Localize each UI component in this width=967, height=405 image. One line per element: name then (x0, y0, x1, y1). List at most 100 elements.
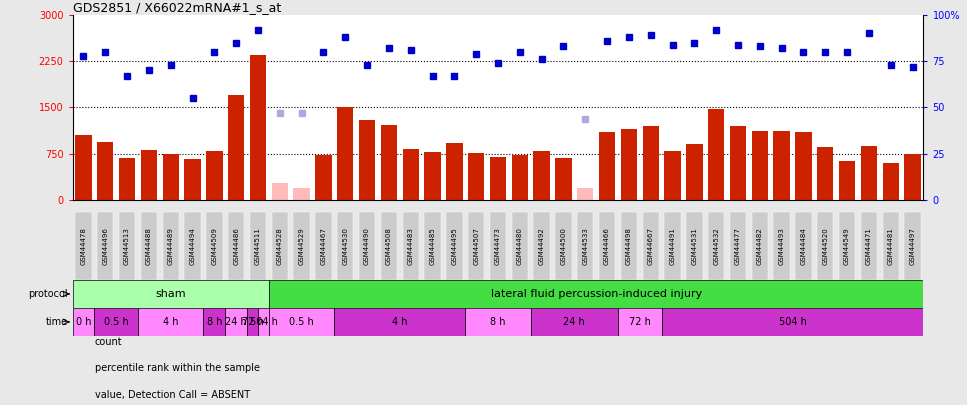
FancyBboxPatch shape (774, 212, 790, 280)
Text: GSM44508: GSM44508 (386, 227, 392, 265)
Bar (839, 161, 855, 200)
Text: GSM44531: GSM44531 (691, 227, 697, 265)
Text: GSM44467: GSM44467 (320, 227, 327, 265)
Text: GSM44497: GSM44497 (910, 227, 916, 265)
Text: GSM44490: GSM44490 (365, 227, 370, 265)
FancyBboxPatch shape (687, 212, 703, 280)
Text: GSM44478: GSM44478 (80, 227, 86, 265)
Bar (883, 163, 899, 200)
FancyBboxPatch shape (119, 212, 135, 280)
Bar (162, 154, 179, 200)
Bar (258, 308, 269, 336)
Text: 72 h: 72 h (629, 317, 651, 327)
Text: GSM44530: GSM44530 (342, 227, 348, 265)
Bar (141, 150, 157, 200)
Text: GSM44483: GSM44483 (408, 227, 414, 265)
Text: 24 h: 24 h (564, 317, 585, 327)
Bar (402, 149, 419, 200)
FancyBboxPatch shape (512, 212, 528, 280)
FancyBboxPatch shape (141, 212, 157, 280)
Text: GSM44491: GSM44491 (669, 227, 676, 265)
Text: GSM44528: GSM44528 (277, 227, 282, 265)
FancyBboxPatch shape (228, 212, 245, 280)
Text: 72 h: 72 h (242, 317, 263, 327)
Bar (73, 280, 269, 308)
Bar (337, 107, 354, 200)
Bar (490, 157, 506, 200)
Text: GSM44484: GSM44484 (801, 227, 806, 265)
FancyBboxPatch shape (904, 212, 921, 280)
FancyBboxPatch shape (272, 212, 288, 280)
Text: GSM44509: GSM44509 (212, 227, 218, 265)
Bar (359, 120, 375, 200)
Text: GSM44549: GSM44549 (844, 227, 850, 265)
FancyBboxPatch shape (315, 212, 332, 280)
Bar (75, 135, 92, 200)
FancyBboxPatch shape (249, 212, 266, 280)
FancyBboxPatch shape (468, 212, 484, 280)
Text: GSM44495: GSM44495 (452, 227, 457, 265)
FancyBboxPatch shape (555, 212, 571, 280)
FancyBboxPatch shape (185, 212, 201, 280)
FancyBboxPatch shape (817, 212, 834, 280)
FancyBboxPatch shape (621, 212, 637, 280)
Text: percentile rank within the sample: percentile rank within the sample (95, 363, 260, 373)
Bar (119, 158, 135, 200)
FancyBboxPatch shape (664, 212, 681, 280)
Bar (249, 55, 266, 200)
Text: GSM44477: GSM44477 (735, 227, 741, 265)
FancyBboxPatch shape (293, 212, 309, 280)
FancyBboxPatch shape (642, 212, 659, 280)
Text: GSM44496: GSM44496 (103, 227, 108, 265)
Bar (269, 308, 335, 336)
Bar (751, 131, 768, 200)
Bar (272, 183, 288, 200)
Bar (73, 308, 95, 336)
Text: sham: sham (156, 289, 186, 299)
Text: GSM44481: GSM44481 (888, 227, 894, 265)
FancyBboxPatch shape (359, 212, 375, 280)
Text: lateral fluid percussion-induced injury: lateral fluid percussion-induced injury (490, 289, 702, 299)
Text: 504 h: 504 h (249, 317, 278, 327)
FancyBboxPatch shape (599, 212, 615, 280)
Bar (381, 125, 397, 200)
FancyBboxPatch shape (708, 212, 724, 280)
Bar (228, 95, 245, 200)
Bar (225, 308, 248, 336)
Bar (425, 152, 441, 200)
Text: GSM44520: GSM44520 (822, 227, 829, 265)
Bar (730, 126, 747, 200)
Text: value, Detection Call = ABSENT: value, Detection Call = ABSENT (95, 390, 249, 400)
Bar (618, 308, 661, 336)
Bar (904, 154, 921, 200)
FancyBboxPatch shape (534, 212, 550, 280)
Bar (534, 151, 550, 200)
Bar (577, 188, 594, 200)
Text: GSM44500: GSM44500 (561, 227, 567, 265)
Text: GSM44485: GSM44485 (429, 227, 435, 265)
Bar (599, 132, 615, 200)
FancyBboxPatch shape (751, 212, 768, 280)
FancyBboxPatch shape (861, 212, 877, 280)
Bar (687, 145, 703, 200)
Bar (817, 147, 834, 200)
FancyBboxPatch shape (402, 212, 419, 280)
FancyBboxPatch shape (577, 212, 594, 280)
Text: protocol: protocol (28, 289, 68, 299)
FancyBboxPatch shape (97, 212, 113, 280)
Bar (774, 131, 790, 200)
FancyBboxPatch shape (337, 212, 354, 280)
FancyBboxPatch shape (162, 212, 179, 280)
Bar (531, 308, 618, 336)
Bar (512, 155, 528, 200)
FancyBboxPatch shape (381, 212, 397, 280)
FancyBboxPatch shape (490, 212, 506, 280)
Text: GSM44667: GSM44667 (648, 227, 654, 265)
Bar (206, 151, 222, 200)
FancyBboxPatch shape (839, 212, 855, 280)
Text: 4 h: 4 h (163, 317, 179, 327)
FancyBboxPatch shape (730, 212, 747, 280)
Bar (97, 142, 113, 200)
Bar (248, 308, 258, 336)
Text: GDS2851 / X66022mRNA#1_s_at: GDS2851 / X66022mRNA#1_s_at (73, 1, 280, 14)
